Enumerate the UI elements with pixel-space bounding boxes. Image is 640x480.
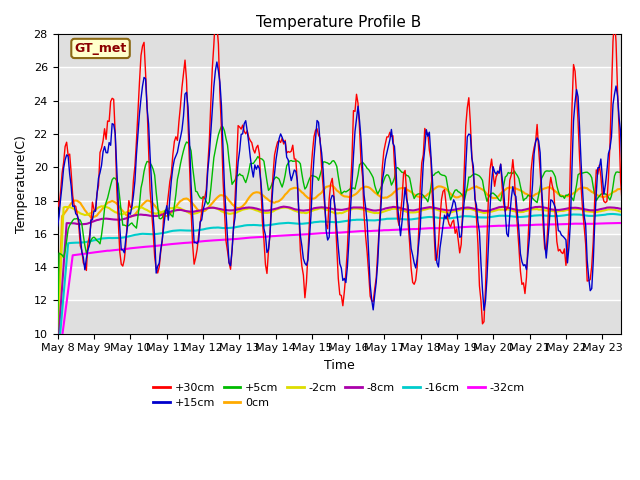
-8cm (354, 204, 362, 210)
-32cm (632, 326, 639, 332)
Bar (58, 101, 621, 134)
-2cm (74, 209, 81, 215)
-16cm (54, 361, 61, 367)
Line: -8cm: -8cm (58, 206, 639, 351)
Text: GT_met: GT_met (74, 42, 127, 55)
+5cm (632, 192, 639, 198)
Bar (58, 267, 621, 300)
-16cm (632, 308, 639, 313)
-8cm (556, 207, 564, 213)
+30cm (212, 13, 220, 19)
-8cm (635, 341, 640, 347)
+15cm (213, 59, 221, 65)
Line: -16cm: -16cm (58, 214, 639, 364)
+30cm (74, 211, 81, 217)
+30cm (54, 197, 61, 203)
-16cm (609, 211, 617, 217)
Bar (58, 201, 621, 234)
+5cm (218, 123, 225, 129)
+5cm (54, 333, 61, 339)
-16cm (635, 346, 640, 351)
+15cm (556, 228, 564, 234)
+30cm (634, 211, 640, 217)
0cm (556, 192, 564, 198)
-32cm (74, 252, 81, 258)
0cm (635, 324, 640, 329)
0cm (470, 185, 477, 191)
0cm (632, 236, 639, 242)
Bar (58, 300, 621, 334)
Bar (58, 134, 621, 167)
Line: -2cm: -2cm (58, 206, 639, 340)
+15cm (92, 208, 99, 214)
+15cm (74, 213, 81, 218)
Bar (58, 67, 621, 101)
0cm (92, 214, 99, 219)
-32cm (92, 250, 99, 255)
Line: +15cm: +15cm (58, 62, 639, 318)
+30cm (556, 247, 564, 252)
Bar (58, 34, 621, 67)
+15cm (470, 164, 477, 169)
-2cm (354, 206, 362, 212)
+5cm (635, 292, 640, 298)
-32cm (54, 369, 61, 375)
+15cm (54, 224, 61, 229)
+15cm (635, 211, 640, 217)
-8cm (92, 218, 99, 224)
-2cm (92, 207, 99, 213)
Title: Temperature Profile B: Temperature Profile B (257, 15, 422, 30)
-2cm (100, 204, 108, 209)
X-axis label: Time: Time (324, 359, 355, 372)
-32cm (468, 224, 476, 229)
-32cm (554, 221, 562, 227)
-16cm (92, 237, 99, 243)
-8cm (632, 297, 639, 302)
-8cm (470, 205, 477, 211)
0cm (327, 182, 335, 188)
-8cm (280, 204, 287, 209)
Legend: +30cm, +15cm, +5cm, 0cm, -2cm, -8cm, -16cm, -32cm: +30cm, +15cm, +5cm, 0cm, -2cm, -8cm, -16… (149, 378, 529, 413)
+5cm (74, 216, 81, 221)
0cm (354, 189, 362, 195)
-2cm (635, 337, 640, 343)
+5cm (470, 171, 477, 177)
-2cm (556, 208, 564, 214)
Y-axis label: Temperature(C): Temperature(C) (15, 135, 28, 233)
Line: +30cm: +30cm (58, 16, 639, 337)
-8cm (54, 348, 61, 354)
-2cm (632, 273, 639, 278)
0cm (54, 336, 61, 342)
-2cm (54, 336, 61, 341)
Line: -32cm: -32cm (58, 223, 639, 372)
+5cm (354, 172, 362, 178)
+30cm (470, 173, 477, 179)
-32cm (353, 228, 360, 234)
Line: 0cm: 0cm (58, 185, 639, 339)
-16cm (468, 214, 476, 219)
-32cm (635, 352, 640, 358)
-2cm (470, 207, 477, 213)
+5cm (92, 236, 99, 241)
0cm (74, 198, 81, 204)
+15cm (627, 315, 635, 321)
+30cm (625, 334, 632, 340)
+15cm (634, 216, 640, 221)
Bar (58, 167, 621, 201)
+30cm (635, 211, 640, 216)
Line: +5cm: +5cm (58, 126, 639, 336)
-16cm (353, 217, 360, 223)
-16cm (554, 213, 562, 219)
-8cm (74, 221, 81, 227)
+30cm (92, 208, 99, 214)
+15cm (354, 103, 362, 109)
+5cm (556, 193, 564, 199)
-32cm (614, 220, 621, 226)
-16cm (74, 240, 81, 246)
Bar (58, 234, 621, 267)
+30cm (354, 100, 362, 106)
